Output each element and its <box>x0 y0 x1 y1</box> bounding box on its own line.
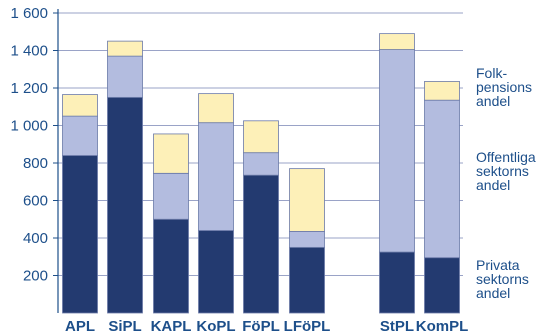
bar-segment <box>107 40 143 57</box>
y-tick-label: 800 <box>23 155 48 172</box>
bar-segment <box>198 122 234 231</box>
bar-segment <box>153 172 189 220</box>
y-tick-label: 1 200 <box>10 80 48 97</box>
y-tick-label: 1 600 <box>10 5 48 22</box>
y-tick-label: 200 <box>23 268 48 285</box>
bar-segment <box>424 257 460 314</box>
y-tick-label: 400 <box>23 230 48 247</box>
bar-segment <box>62 115 98 156</box>
x-category-label: StPL <box>380 318 414 334</box>
bar-segment <box>62 155 98 314</box>
bar-segment <box>107 96 143 314</box>
bar-segment <box>289 231 325 248</box>
legend-label: sektorns <box>476 271 529 287</box>
legend-label: Folk- <box>476 65 507 81</box>
x-category-label: KoPL <box>196 318 235 334</box>
legend-label: sektorns <box>476 163 529 179</box>
legend-label: pensions <box>476 79 532 95</box>
bar-segment <box>107 55 143 98</box>
bar-segment <box>379 49 415 253</box>
legend-label: Privata <box>476 257 520 273</box>
bar-segment <box>379 33 415 50</box>
x-category-label: LFöPL <box>284 318 331 334</box>
bar-segment <box>243 174 279 314</box>
x-category-label: KomPL <box>416 318 469 334</box>
x-category-label: FöPL <box>242 318 280 334</box>
legend-label: Offentliga <box>476 149 536 165</box>
bar-segment <box>198 230 234 314</box>
legend-label: andel <box>476 93 510 109</box>
y-tick-label: 1 400 <box>10 43 48 60</box>
x-category-label: APL <box>65 318 95 334</box>
bar-segment <box>62 94 98 117</box>
bar-segment <box>198 93 234 124</box>
legend-label: andel <box>476 177 510 193</box>
bar-segment <box>289 246 325 314</box>
bar-segment <box>153 133 189 174</box>
bar-segment <box>379 251 415 314</box>
bar-segment <box>243 120 279 154</box>
x-category-label: KAPL <box>151 318 192 334</box>
bar-segment <box>289 168 325 232</box>
y-tick-label: 600 <box>23 193 48 210</box>
bar-segment <box>424 99 460 259</box>
bar-segment <box>153 218 189 314</box>
bar-segment <box>243 152 279 176</box>
y-tick-label: 1 000 <box>10 118 48 135</box>
x-category-label: SiPL <box>108 318 141 334</box>
bar-segment <box>424 81 460 101</box>
legend-label: andel <box>476 285 510 301</box>
